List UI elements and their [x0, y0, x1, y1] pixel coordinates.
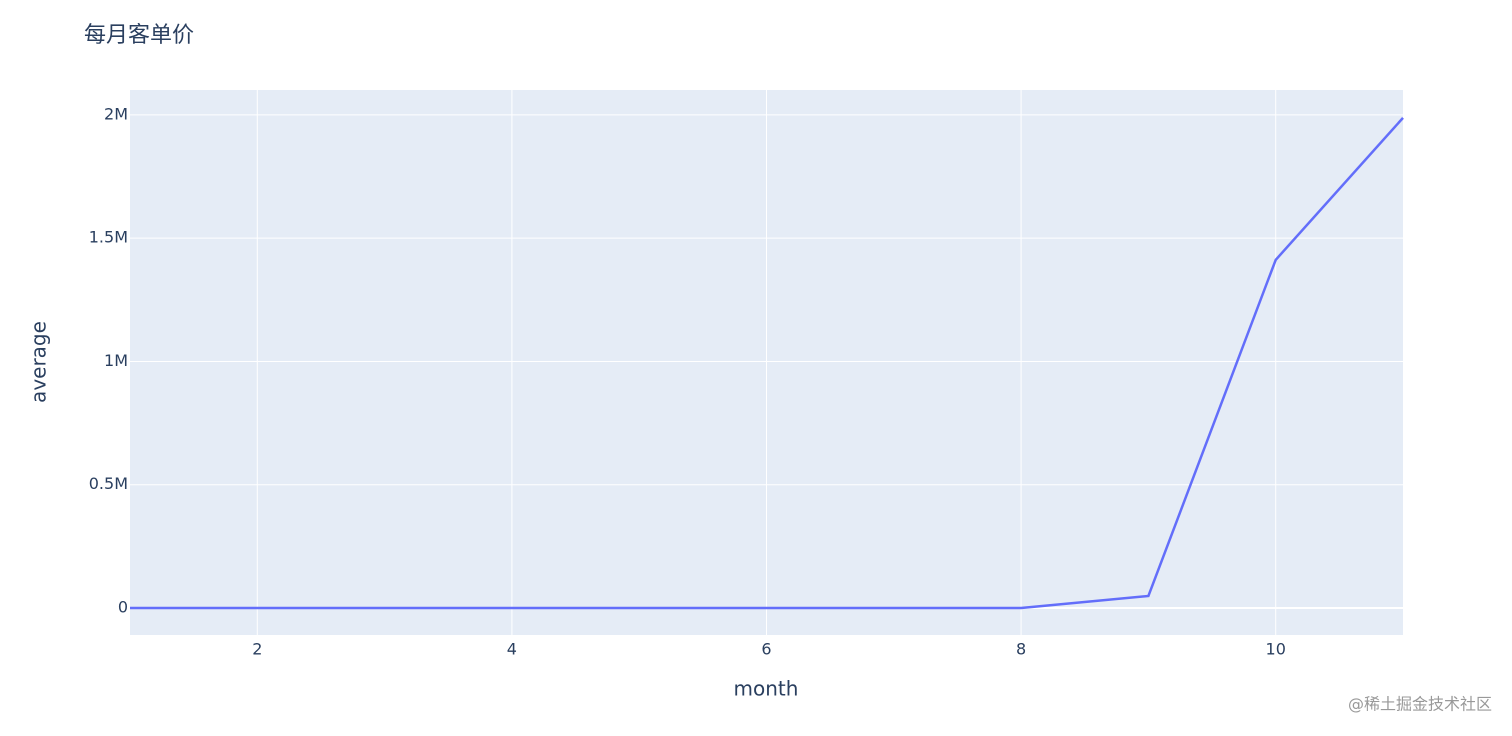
x-tick-label: 2 — [252, 640, 262, 659]
x-tick-label: 6 — [761, 640, 771, 659]
x-tick-label: 10 — [1266, 640, 1286, 659]
y-axis-title: average — [27, 321, 51, 403]
line — [130, 117, 1404, 610]
y-tick-label: 1.5M — [89, 228, 128, 247]
y-tick-label: 0 — [118, 598, 128, 617]
y-tick-label: 1M — [104, 351, 128, 370]
x-tick-label: 8 — [1016, 640, 1026, 659]
y-tick-label: 2M — [104, 104, 128, 123]
x-tick-label: 4 — [507, 640, 517, 659]
y-tick-label: 0.5M — [89, 474, 128, 493]
chart-title: 每月客单价 — [84, 23, 194, 48]
x-axis-title: month — [734, 677, 799, 701]
watermark: @稀土掘金技术社区 — [1348, 695, 1492, 714]
